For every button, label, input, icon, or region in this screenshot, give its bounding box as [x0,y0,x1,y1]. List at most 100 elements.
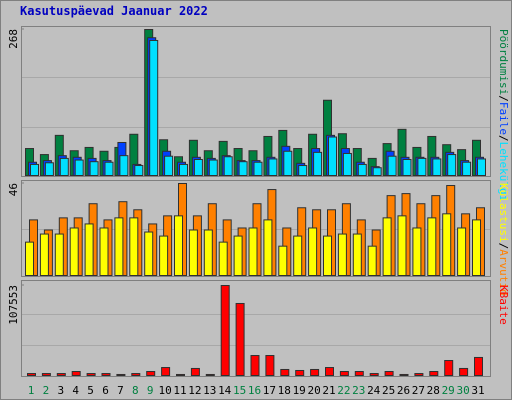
legend-entry: Faile [497,102,510,135]
legend-entry: Külastusi [497,183,510,243]
legend-separator: / [497,95,510,102]
x-tick-label: 12 [188,384,201,397]
x-tick-label: 24 [367,384,381,397]
bar [283,150,293,177]
bar [298,165,308,176]
bar [444,360,454,377]
bar [357,163,367,176]
bar [248,227,258,276]
bar [417,157,427,176]
y-tick-label: 268 [7,29,20,49]
bar [235,302,245,377]
bar [293,235,303,276]
bar [399,373,409,376]
bar [250,355,260,376]
x-tick-label: 5 [87,384,94,397]
x-tick-label: 25 [382,384,395,397]
bar [367,245,377,277]
x-tick-label: 1 [28,384,35,397]
x-tick-label: 10 [158,384,171,397]
x-tick-label: 28 [427,384,440,397]
x-tick-label: 23 [352,384,365,397]
bar [161,367,171,377]
bar [71,371,81,377]
x-tick-label: 21 [322,384,335,397]
bar [54,233,64,276]
bar [104,161,114,176]
x-tick-label: 3 [57,384,64,397]
bar [86,373,96,376]
bar [41,373,51,376]
bar [59,157,69,176]
y-tick-label: 46 [7,183,20,196]
bar [429,371,439,377]
legend: KBaite [497,285,510,325]
bar [372,167,382,176]
bar [193,158,203,176]
legend-entry: KBaite [497,285,510,325]
bar [280,368,290,377]
bar [462,161,472,176]
panel-frames [21,26,491,377]
bar [337,233,347,276]
x-tick-label: 17 [263,384,276,397]
x-tick-label: 14 [218,384,232,397]
bar [220,285,230,376]
bar [144,231,154,277]
bar [84,223,94,276]
bar [384,371,394,377]
x-tick-label: 16 [248,384,261,397]
bar [190,367,200,376]
x-tick-label: 9 [147,384,154,397]
bar [477,158,486,176]
bar [179,163,188,176]
bar [369,373,379,376]
x-tick-label: 7 [117,384,124,397]
bar [218,241,228,276]
bar [328,136,337,176]
bar [313,151,323,177]
legend-entry: Pöördumisi [497,29,510,95]
bar [387,155,397,177]
bar [188,229,198,276]
bar [474,356,483,376]
bar [114,217,124,277]
bar [176,373,185,376]
x-tick-label: 20 [307,384,320,397]
bar [119,155,129,177]
panel-frame [21,180,491,277]
bar [233,235,243,276]
x-tick-label: 29 [442,384,455,397]
bar [339,371,349,377]
bar [27,373,36,376]
bar [402,158,412,176]
bar [295,369,305,377]
legend-separator: / [497,243,510,250]
bar [116,373,126,376]
y-tick-label: 107553 [7,285,20,325]
bar [268,158,278,176]
x-tick-label: 13 [203,384,216,397]
bar [308,227,318,276]
bar [459,367,469,376]
bar [253,161,263,176]
x-tick-label: 4 [72,384,79,397]
bar [39,233,49,276]
bar [472,219,481,277]
bar [238,161,248,176]
bar [159,235,169,276]
bar [412,227,422,276]
bar [352,233,362,276]
bar [134,165,144,176]
panel-frame [21,26,491,177]
bar [69,227,79,276]
x-tick-label: 31 [471,384,484,397]
bar [89,161,99,176]
legend-entry: Arvutid [497,249,510,295]
bar [325,367,334,377]
legend-separator: / [497,135,510,142]
bar [427,217,437,277]
bar [203,229,213,276]
